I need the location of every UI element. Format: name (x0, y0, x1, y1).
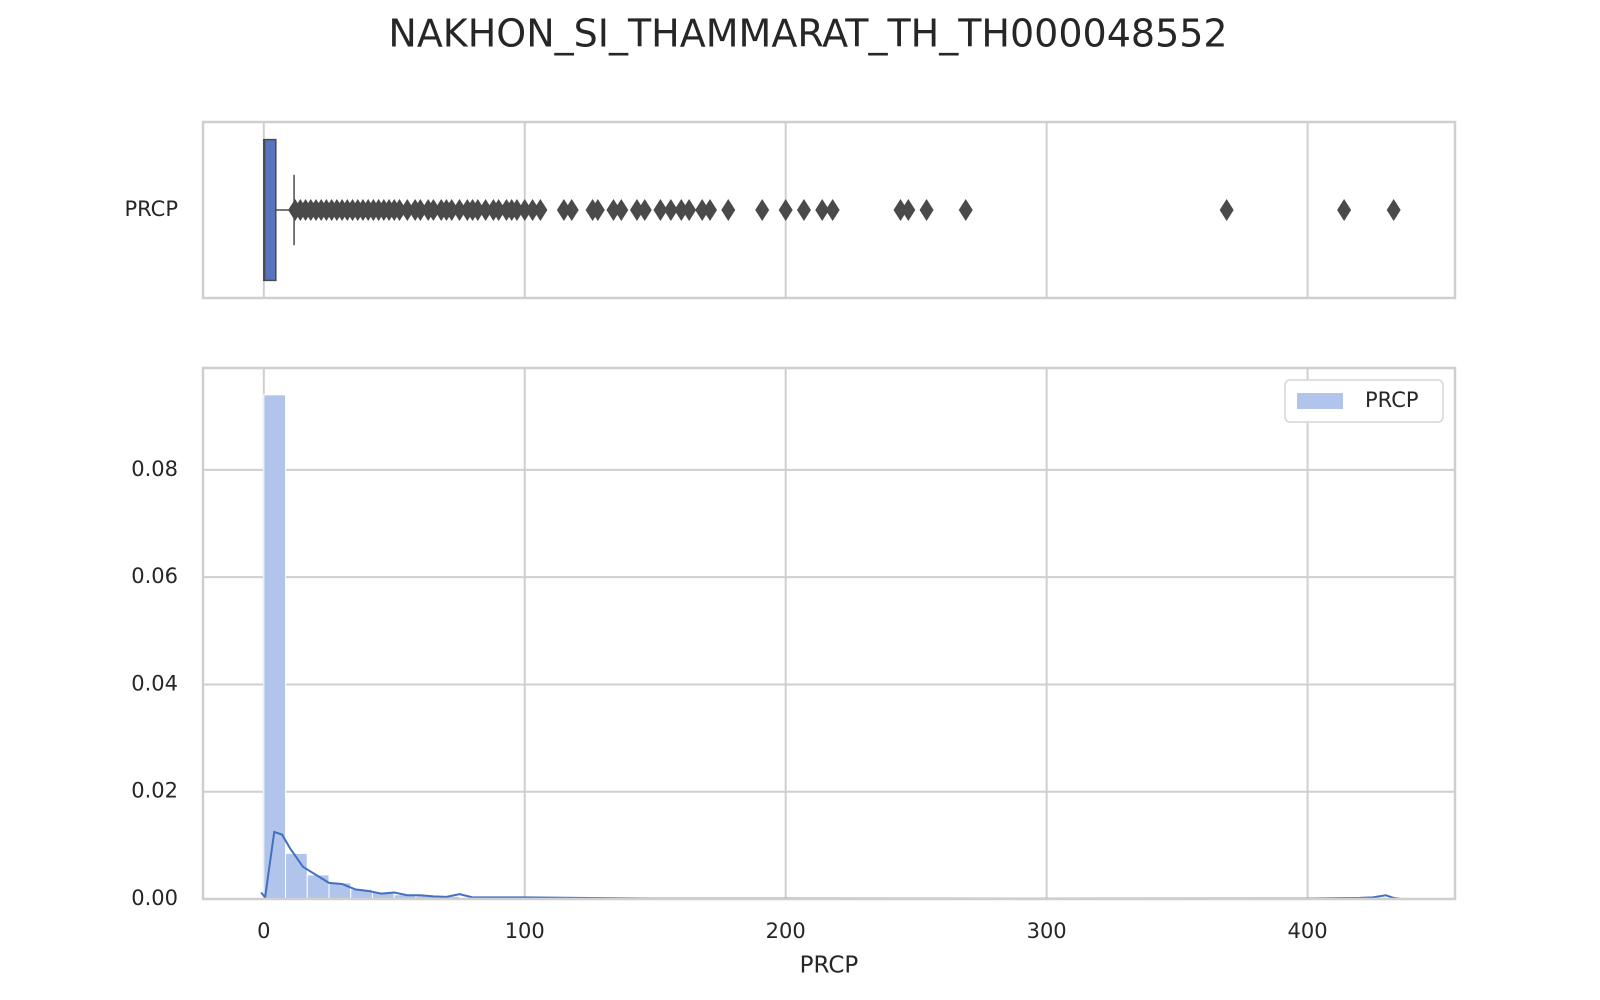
outlier (721, 199, 736, 221)
outlier (778, 199, 793, 221)
outlier (564, 199, 579, 221)
axes-frame (201, 366, 1457, 901)
outlier (517, 199, 532, 221)
outlier (590, 199, 605, 221)
outlier (1337, 199, 1352, 221)
x-tick-label: 100 (505, 919, 545, 943)
outlier (392, 199, 407, 221)
histogram-bar (306, 874, 330, 900)
outlier (682, 199, 697, 221)
y-tick-label: 0.06 (131, 564, 178, 588)
x-tick-label: 200 (766, 919, 806, 943)
outlier (893, 199, 908, 221)
kde-line (260, 830, 1402, 900)
outlier (825, 199, 840, 221)
legend-label: PRCP (1365, 388, 1419, 412)
y-tick-label: 0.04 (131, 671, 178, 695)
box (263, 138, 277, 282)
outlier (815, 199, 830, 221)
outlier (1386, 199, 1401, 221)
x-tick-label: 300 (1027, 919, 1067, 943)
outlier (703, 199, 718, 221)
outlier (509, 199, 524, 221)
outlier (695, 199, 710, 221)
x-axis-label: PRCP (800, 953, 859, 979)
outlier (478, 199, 493, 221)
outlier (525, 199, 540, 221)
histogram-bar (285, 852, 308, 900)
outlier (663, 199, 678, 221)
histogram-bar (263, 394, 287, 900)
legend-box (1284, 379, 1444, 423)
outlier (755, 199, 770, 221)
y-tick-label: PRCP (124, 197, 178, 221)
outlier (533, 199, 548, 221)
outlier (400, 199, 415, 221)
x-tick-label: 400 (1288, 919, 1328, 943)
outlier (919, 199, 934, 221)
legend-swatch (1297, 393, 1343, 409)
outlier (637, 199, 652, 221)
outlier (901, 199, 916, 221)
outlier (491, 199, 506, 221)
outlier (606, 199, 621, 221)
outlier (629, 199, 644, 221)
outlier (674, 199, 689, 221)
outlier (426, 199, 441, 221)
outlier (958, 199, 973, 221)
y-tick-label: 0.00 (131, 886, 178, 910)
outlier (653, 199, 668, 221)
outlier (470, 199, 485, 221)
outlier (796, 199, 811, 221)
outlier (452, 199, 467, 221)
outlier (413, 199, 428, 221)
y-tick-label: 0.08 (131, 457, 178, 481)
outlier (444, 199, 459, 221)
axes-frame (201, 120, 1457, 300)
chart-title: NAKHON_SI_THAMMARAT_TH_TH000048552 (388, 12, 1227, 56)
outlier (614, 199, 629, 221)
outlier (556, 199, 571, 221)
y-tick-label: 0.02 (131, 779, 178, 803)
x-tick-label: 0 (257, 919, 270, 943)
outlier (1219, 199, 1234, 221)
